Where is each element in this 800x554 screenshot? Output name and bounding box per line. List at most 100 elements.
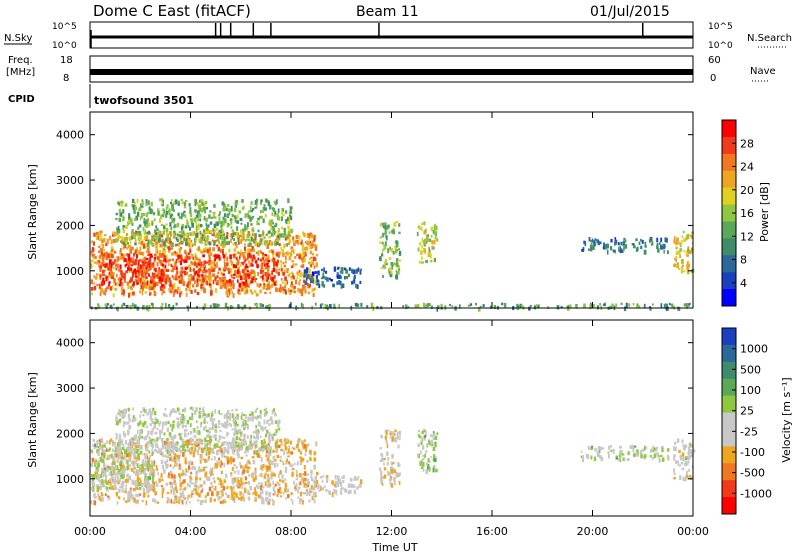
data-cell xyxy=(119,201,122,204)
data-cell xyxy=(126,242,130,245)
data-cell xyxy=(145,250,148,254)
data-cell xyxy=(161,292,164,296)
data-cell xyxy=(108,281,110,287)
data-cell xyxy=(242,481,245,486)
data-cell xyxy=(143,469,146,475)
data-cell xyxy=(236,418,240,421)
data-cell xyxy=(127,429,130,434)
data-cell xyxy=(676,240,678,245)
data-cell xyxy=(108,479,111,482)
data-cell xyxy=(94,471,97,476)
data-cell xyxy=(328,303,332,309)
data-cell xyxy=(223,462,226,468)
data-cell xyxy=(273,200,277,204)
data-cell xyxy=(190,290,193,294)
data-cell xyxy=(97,259,101,264)
data-cell xyxy=(208,247,212,252)
data-cell xyxy=(343,275,346,280)
data-cell xyxy=(631,444,634,449)
data-cell xyxy=(120,482,123,488)
data-cell xyxy=(177,203,180,206)
data-cell xyxy=(250,446,253,450)
data-cell xyxy=(152,278,155,281)
data-cell xyxy=(226,449,229,452)
data-cell xyxy=(178,498,182,502)
data-cell xyxy=(96,439,99,445)
data-cell xyxy=(238,483,241,489)
data-cell xyxy=(268,230,271,234)
data-cell xyxy=(689,234,692,237)
data-cell xyxy=(689,442,692,446)
data-cell xyxy=(199,199,201,203)
data-cell xyxy=(276,454,280,459)
data-cell xyxy=(175,200,178,205)
data-cell xyxy=(431,443,433,447)
data-cell xyxy=(254,487,257,492)
data-cell xyxy=(387,456,390,461)
data-cell xyxy=(419,461,422,467)
data-cell xyxy=(254,472,257,476)
data-cell xyxy=(270,241,274,246)
data-cell xyxy=(210,472,213,476)
data-cell xyxy=(150,275,153,280)
data-cell xyxy=(667,448,670,452)
data-cell xyxy=(301,284,305,288)
data-cell xyxy=(268,239,271,244)
data-cell xyxy=(116,501,119,505)
data-cell xyxy=(189,416,192,421)
data-cell xyxy=(593,456,597,462)
data-cell xyxy=(436,306,439,312)
data-cell xyxy=(255,204,258,209)
data-cell xyxy=(119,276,122,279)
data-cell xyxy=(303,439,305,444)
data-cell xyxy=(211,247,215,251)
data-cell xyxy=(310,264,313,267)
data-cell xyxy=(132,439,135,444)
data-cell xyxy=(391,266,394,270)
data-cell xyxy=(99,456,102,462)
data-cell xyxy=(150,264,153,269)
colorbar-tick-label: 28 xyxy=(740,137,754,150)
data-cell xyxy=(596,305,600,310)
data-cell xyxy=(179,495,182,499)
data-cell xyxy=(222,254,226,259)
data-cell xyxy=(268,236,272,239)
data-cell xyxy=(381,222,384,226)
data-cell xyxy=(204,264,207,268)
data-cell xyxy=(133,444,136,447)
data-cell xyxy=(388,231,391,234)
data-cell xyxy=(191,416,194,420)
data-cell xyxy=(123,413,126,418)
data-cell xyxy=(223,205,227,210)
data-cell xyxy=(155,241,158,245)
data-cell xyxy=(243,436,246,442)
data-cell xyxy=(158,256,161,262)
data-cell xyxy=(274,483,277,487)
data-cell xyxy=(102,273,105,277)
data-cell xyxy=(195,222,198,226)
data-cell xyxy=(207,277,211,281)
data-cell xyxy=(351,281,354,285)
data-cell xyxy=(254,416,257,420)
data-cell xyxy=(254,471,257,474)
data-cell xyxy=(300,302,303,308)
data-cell xyxy=(209,267,212,272)
data-cell xyxy=(247,434,249,440)
data-cell xyxy=(189,274,193,277)
data-cell xyxy=(105,251,109,256)
data-cell xyxy=(315,262,319,268)
data-cell xyxy=(230,205,233,211)
data-cell xyxy=(203,250,206,253)
data-cell xyxy=(160,234,164,238)
data-cell xyxy=(168,432,171,436)
data-cell xyxy=(142,276,146,279)
data-cell xyxy=(165,254,168,259)
data-cell xyxy=(255,416,258,421)
data-cell xyxy=(215,261,218,267)
data-cell xyxy=(385,430,388,436)
data-cell xyxy=(172,445,176,450)
data-cell xyxy=(167,263,170,267)
data-cell xyxy=(267,454,270,459)
data-cell xyxy=(583,240,586,244)
data-cell xyxy=(243,304,247,308)
